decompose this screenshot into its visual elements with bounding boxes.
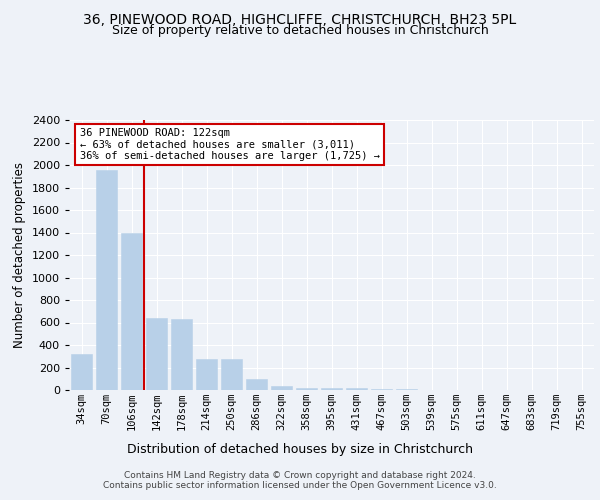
Bar: [71, 354, 92, 390]
Bar: [171, 319, 192, 390]
Bar: [371, 389, 392, 390]
Text: 36 PINEWOOD ROAD: 122sqm
← 63% of detached houses are smaller (3,011)
36% of sem: 36 PINEWOOD ROAD: 122sqm ← 63% of detach…: [79, 128, 380, 162]
Bar: [96, 170, 117, 390]
Y-axis label: Number of detached properties: Number of detached properties: [13, 162, 26, 348]
Bar: [221, 358, 242, 390]
Bar: [246, 379, 267, 390]
Bar: [121, 232, 142, 390]
Text: 36, PINEWOOD ROAD, HIGHCLIFFE, CHRISTCHURCH, BH23 5PL: 36, PINEWOOD ROAD, HIGHCLIFFE, CHRISTCHU…: [83, 12, 517, 26]
Bar: [196, 358, 217, 390]
Bar: [346, 388, 367, 390]
Text: Distribution of detached houses by size in Christchurch: Distribution of detached houses by size …: [127, 442, 473, 456]
Bar: [146, 318, 167, 390]
Bar: [296, 388, 317, 390]
Text: Size of property relative to detached houses in Christchurch: Size of property relative to detached ho…: [112, 24, 488, 37]
Bar: [321, 388, 342, 390]
Text: Contains HM Land Registry data © Crown copyright and database right 2024.
Contai: Contains HM Land Registry data © Crown c…: [103, 470, 497, 490]
Bar: [271, 386, 292, 390]
